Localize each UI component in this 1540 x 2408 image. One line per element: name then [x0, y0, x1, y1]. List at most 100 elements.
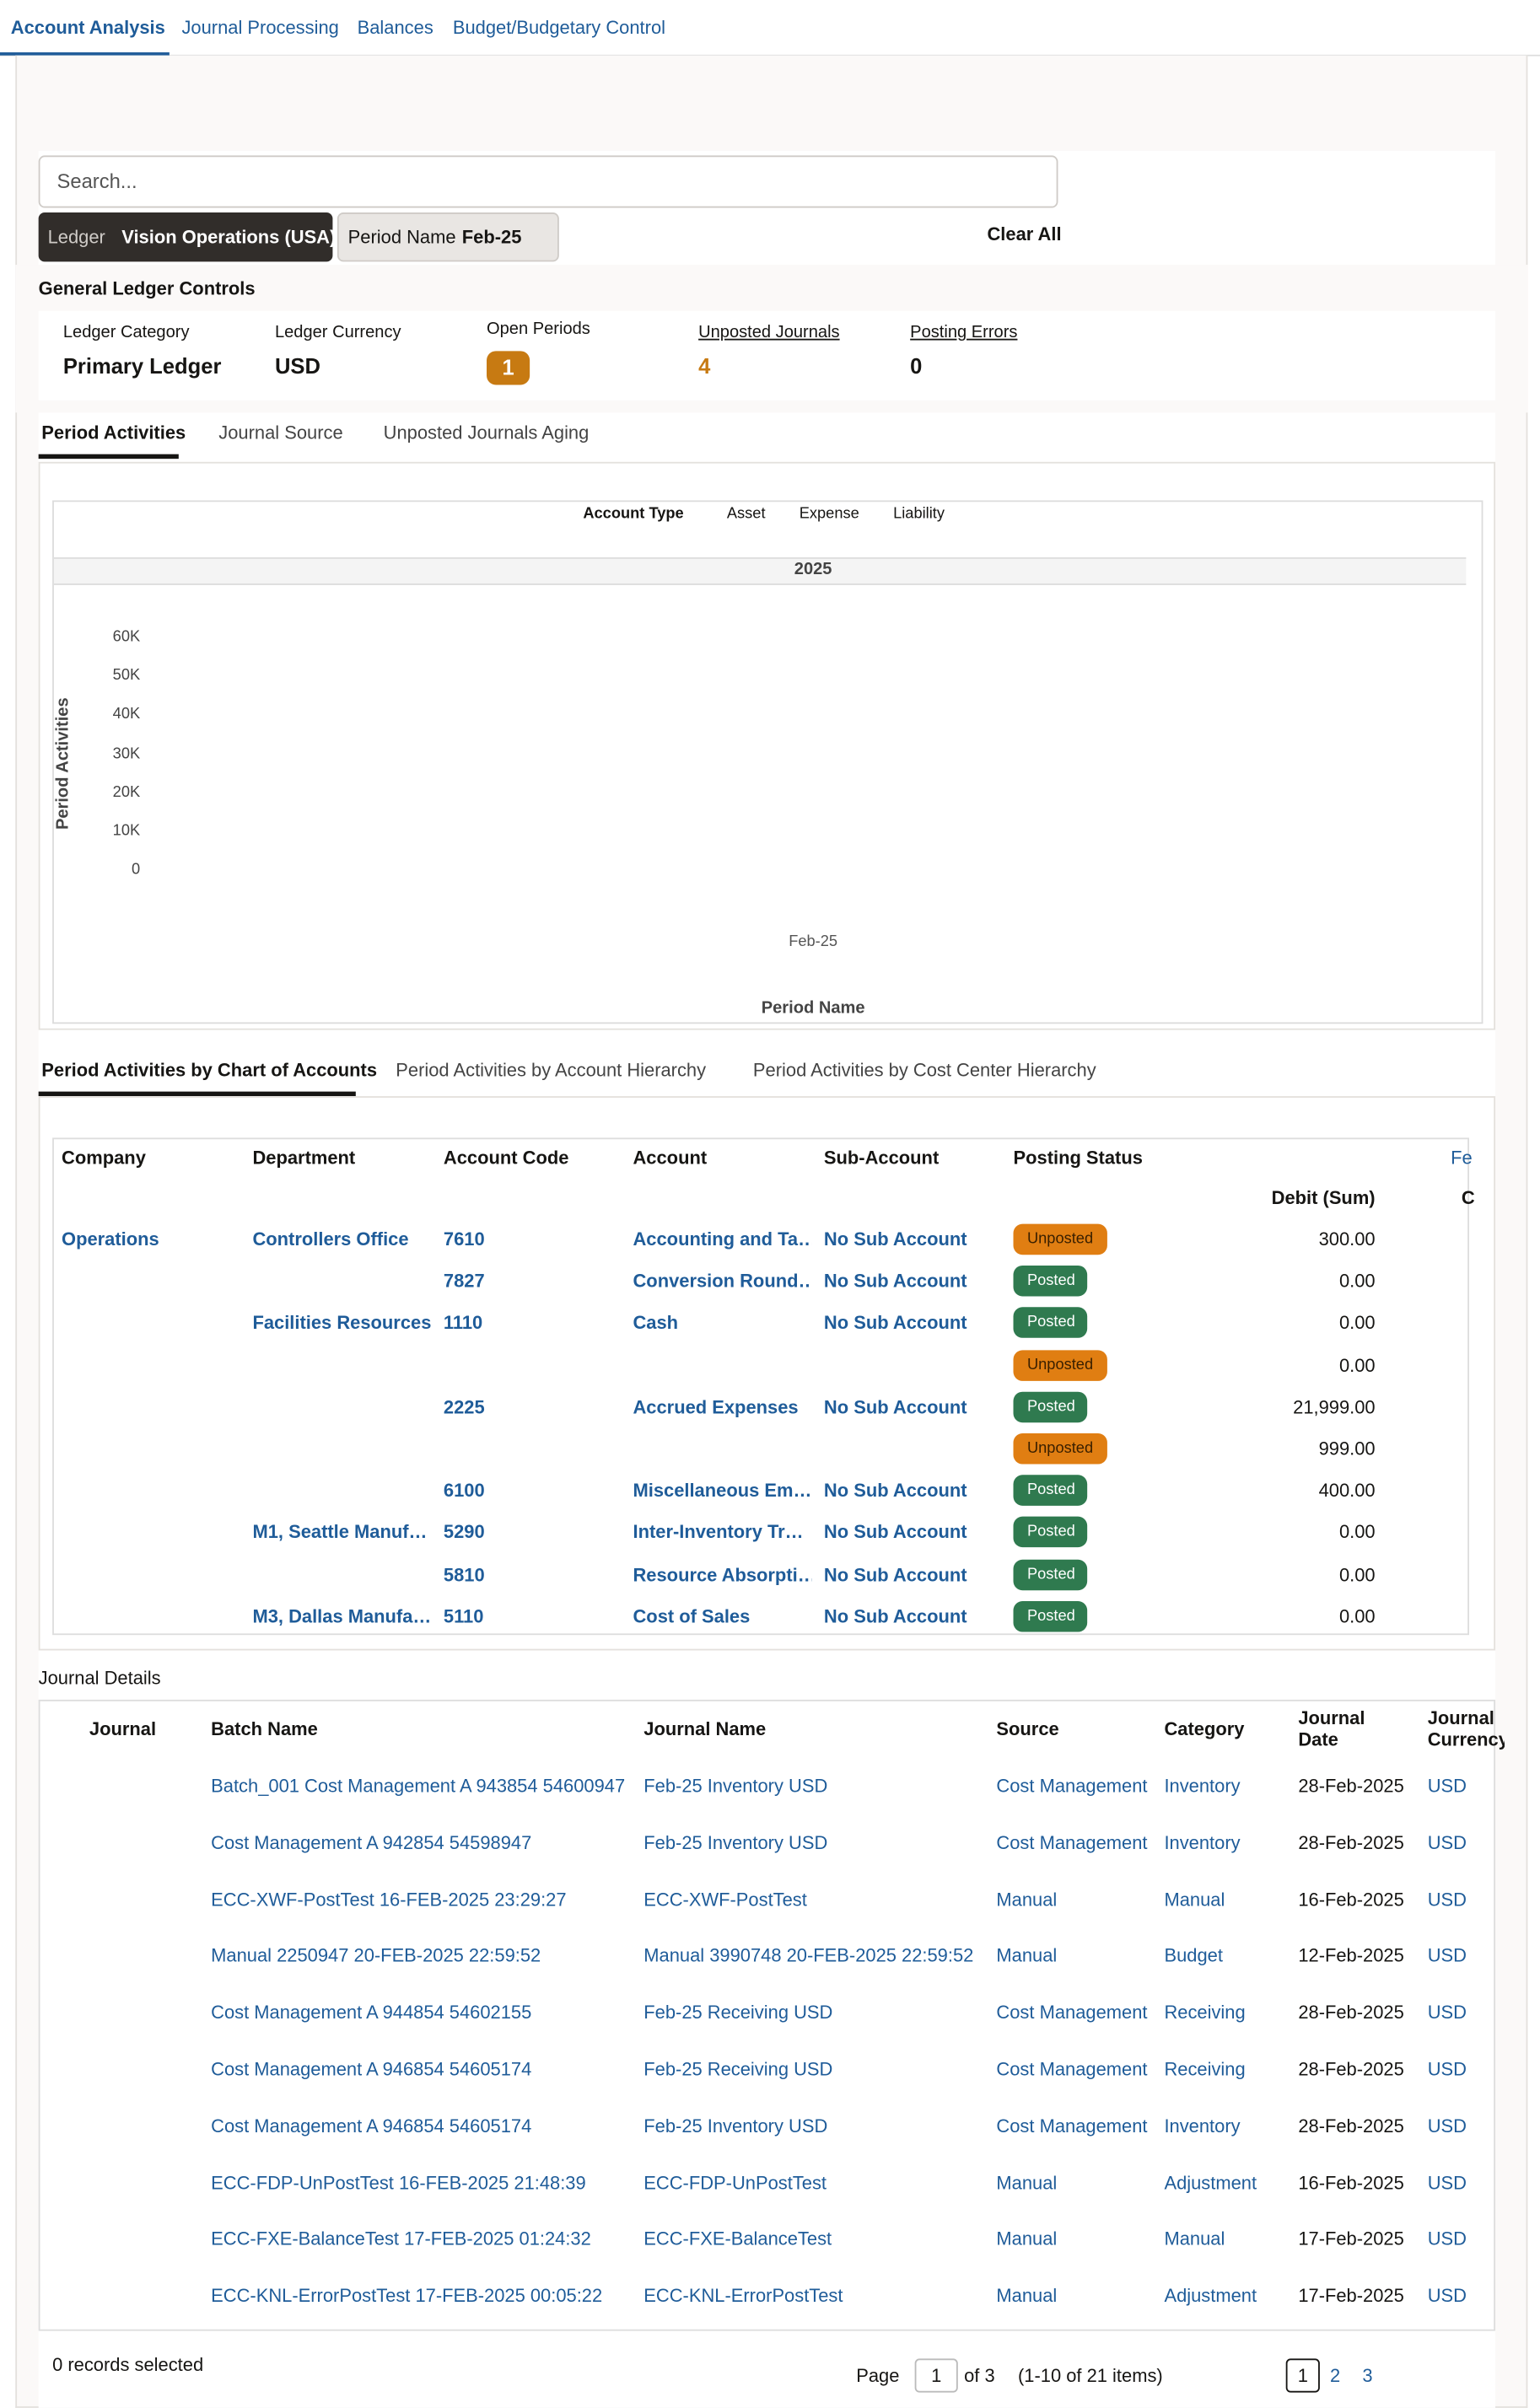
- cell-link[interactable]: Cost Management A 946854 54605174: [211, 2115, 532, 2137]
- cell-link[interactable]: Cash: [633, 1312, 679, 1335]
- cell-link[interactable]: 7610: [443, 1228, 485, 1250]
- page-link[interactable]: 2: [1330, 2364, 1341, 2387]
- cell-link[interactable]: 7827: [443, 1270, 485, 1293]
- cell-link[interactable]: ECC-XWF-PostTest 16-FEB-2025 23:29:27: [211, 1888, 567, 1911]
- cell-link[interactable]: Receiving: [1164, 2058, 1246, 2080]
- cell-link[interactable]: ECC-FXE-BalanceTest 17-FEB-2025 01:24:32: [211, 2228, 591, 2250]
- tab[interactable]: Journal Processing: [181, 17, 339, 39]
- cell-link[interactable]: 5290: [443, 1521, 485, 1544]
- page-link[interactable]: 1: [1297, 2364, 1308, 2387]
- tab[interactable]: Balances: [357, 17, 433, 39]
- sub-tab[interactable]: Period Activities by Cost Center Hierarc…: [752, 1059, 1096, 1081]
- cell-link[interactable]: 5110: [443, 1605, 484, 1627]
- cell-link[interactable]: Adjustment: [1164, 2285, 1257, 2307]
- cell-link[interactable]: USD: [1427, 2115, 1467, 2137]
- column-header[interactable]: Category: [1164, 1717, 1245, 1740]
- cell-link[interactable]: No Sub Account: [823, 1395, 967, 1418]
- cell-link[interactable]: Cost Management A 944854 54602155: [211, 2002, 532, 2024]
- card-label[interactable]: Posting Errors: [910, 323, 1018, 342]
- cell-link[interactable]: Adjustment: [1164, 2171, 1257, 2194]
- cell-link[interactable]: Cost Management: [996, 2115, 1148, 2137]
- cell-link[interactable]: Receiving: [1164, 2002, 1246, 2024]
- cell-link[interactable]: Manual: [996, 2171, 1058, 2194]
- cell-link[interactable]: Conversion Round…: [633, 1270, 812, 1293]
- cell-link[interactable]: Manual: [1164, 1888, 1225, 1911]
- filter-chip[interactable]: [38, 212, 333, 262]
- column-header[interactable]: Journal Name: [643, 1717, 767, 1740]
- cell-link[interactable]: Inter-Inventory Tr…: [633, 1521, 804, 1544]
- cell-link[interactable]: Controllers Office: [252, 1228, 409, 1250]
- cell-link[interactable]: Inventory: [1164, 1831, 1241, 1854]
- cell-link[interactable]: Feb-25 Inventory USD: [643, 2115, 828, 2137]
- cell-link[interactable]: No Sub Account: [823, 1270, 967, 1293]
- cell-link[interactable]: USD: [1427, 2058, 1467, 2080]
- cell-link[interactable]: 2225: [443, 1395, 485, 1418]
- cell-link[interactable]: ECC-FDP-UnPostTest 16-FEB-2025 21:48:39: [211, 2171, 586, 2194]
- cell-link[interactable]: Inventory: [1164, 2115, 1241, 2137]
- sub-tab[interactable]: Unposted Journals Aging: [383, 422, 590, 443]
- cell-link[interactable]: ECC-KNL-ErrorPostTest 17-FEB-2025 00:05:…: [211, 2285, 603, 2307]
- cell-link[interactable]: USD: [1427, 1944, 1467, 1967]
- sub-tab[interactable]: Period Activities: [41, 422, 186, 443]
- filter-chip[interactable]: [337, 212, 559, 262]
- column-header[interactable]: Journal Date: [1298, 1707, 1365, 1751]
- cell-link[interactable]: Feb-25 Inventory USD: [643, 1831, 828, 1854]
- cell-link[interactable]: Manual: [996, 2285, 1058, 2307]
- cell-link[interactable]: Cost Management: [996, 1831, 1148, 1854]
- cell-link[interactable]: M3, Dallas Manufa…: [252, 1605, 432, 1627]
- cell-link[interactable]: No Sub Account: [823, 1563, 967, 1586]
- cell-link[interactable]: Cost Management: [996, 1775, 1148, 1797]
- search-field[interactable]: [38, 155, 1058, 208]
- cell-link[interactable]: Accrued Expenses: [633, 1395, 799, 1418]
- cell-link[interactable]: Budget: [1164, 1944, 1223, 1967]
- cell-link[interactable]: M1, Seattle Manuf…: [252, 1521, 428, 1544]
- cell-link[interactable]: USD: [1427, 2285, 1467, 2307]
- cell-link[interactable]: Cost Management: [996, 2058, 1148, 2080]
- cell-link[interactable]: Manual: [996, 2228, 1058, 2250]
- cell-link[interactable]: Operations: [62, 1228, 159, 1250]
- column-header[interactable]: Journal: [89, 1717, 157, 1740]
- clear-all[interactable]: Clear All: [987, 223, 1062, 245]
- cell-link[interactable]: Batch_001 Cost Management A 943854 54600…: [211, 1775, 626, 1797]
- cell-link[interactable]: USD: [1427, 2228, 1467, 2250]
- sub-tab[interactable]: Period Activities by Chart of Accounts: [41, 1059, 378, 1081]
- sub-tab[interactable]: Period Activities by Account Hierarchy: [396, 1059, 707, 1081]
- tab[interactable]: Account Analysis: [10, 17, 165, 39]
- cell-link[interactable]: No Sub Account: [823, 1312, 967, 1335]
- cell-link[interactable]: ECC-XWF-PostTest: [643, 1888, 807, 1911]
- cell-link[interactable]: Manual: [1164, 2228, 1225, 2250]
- tab[interactable]: Budget/Budgetary Control: [452, 17, 666, 39]
- cell-link[interactable]: Cost Management A 942854 54598947: [211, 1831, 532, 1854]
- cell-link[interactable]: Inventory: [1164, 1775, 1241, 1797]
- cell-link[interactable]: 6100: [443, 1480, 485, 1502]
- cell-link[interactable]: USD: [1427, 1888, 1467, 1911]
- sub-tab[interactable]: Journal Source: [218, 422, 343, 443]
- cell-link[interactable]: Cost of Sales: [633, 1605, 751, 1627]
- cell-link[interactable]: USD: [1427, 1775, 1467, 1797]
- column-header[interactable]: Source: [996, 1717, 1059, 1740]
- cell-link[interactable]: No Sub Account: [823, 1605, 967, 1627]
- cell-link[interactable]: ECC-FDP-UnPostTest: [643, 2171, 827, 2194]
- cell-link[interactable]: 1110: [443, 1312, 483, 1335]
- column-header[interactable]: Batch Name: [211, 1717, 318, 1740]
- cell-link[interactable]: Feb-25 Inventory USD: [643, 1775, 828, 1797]
- cell-link[interactable]: Cost Management A 946854 54605174: [211, 2058, 532, 2080]
- cell-link[interactable]: USD: [1427, 2171, 1467, 2194]
- cell-link[interactable]: No Sub Account: [823, 1228, 967, 1250]
- cell-link[interactable]: Facilities Resources: [252, 1312, 432, 1335]
- cell-link[interactable]: Manual: [996, 1888, 1058, 1911]
- card-label[interactable]: Unposted Journals: [698, 323, 840, 342]
- cell-link[interactable]: Manual: [996, 1944, 1058, 1967]
- cell-link[interactable]: Accounting and Ta…: [633, 1228, 812, 1250]
- cell-link[interactable]: USD: [1427, 1831, 1467, 1854]
- page-link[interactable]: 3: [1362, 2364, 1373, 2387]
- cell-link[interactable]: Manual 2250947 20-FEB-2025 22:59:52: [211, 1944, 541, 1967]
- column-header[interactable]: Journal Currency: [1427, 1707, 1505, 1751]
- cell-link[interactable]: ECC-FXE-BalanceTest: [643, 2228, 832, 2250]
- cell-link[interactable]: Feb-25 Receiving USD: [643, 2002, 833, 2024]
- cell-link[interactable]: ECC-KNL-ErrorPostTest: [643, 2285, 843, 2307]
- cell-link[interactable]: 5810: [443, 1563, 485, 1586]
- cell-link[interactable]: Miscellaneous Em…: [633, 1480, 812, 1502]
- cell-link[interactable]: Feb-25 Receiving USD: [643, 2058, 833, 2080]
- cell-link[interactable]: Resource Absorpti…: [633, 1563, 812, 1586]
